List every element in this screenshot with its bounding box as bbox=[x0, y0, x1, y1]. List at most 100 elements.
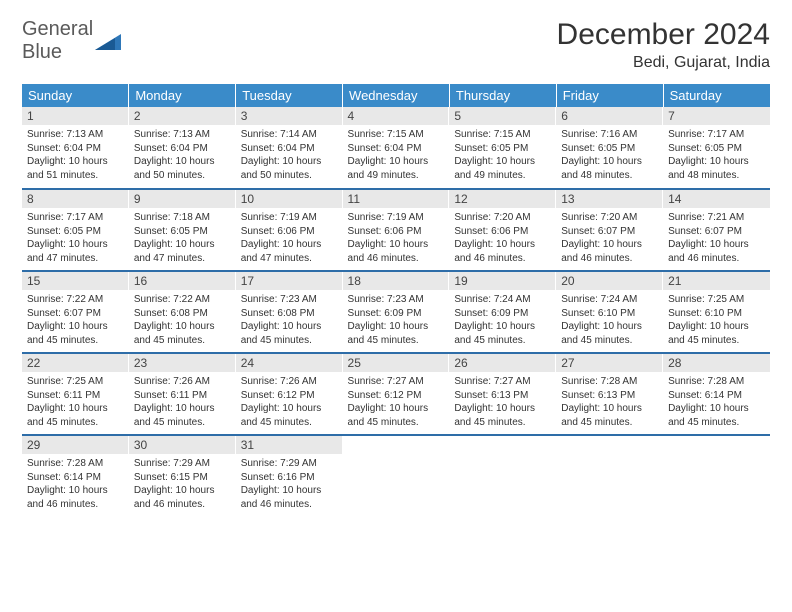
sunrise-line: Sunrise: 7:13 AM bbox=[27, 128, 124, 142]
day-number: 21 bbox=[663, 272, 770, 290]
calendar-row: 29Sunrise: 7:28 AMSunset: 6:14 PMDayligh… bbox=[22, 435, 770, 517]
sunrise-line: Sunrise: 7:18 AM bbox=[134, 211, 231, 225]
title-block: December 2024 Bedi, Gujarat, India bbox=[557, 18, 770, 72]
header: General Blue December 2024 Bedi, Gujarat… bbox=[22, 18, 770, 72]
sunset-line: Sunset: 6:05 PM bbox=[454, 142, 551, 156]
day-details: Sunrise: 7:24 AMSunset: 6:10 PMDaylight:… bbox=[556, 290, 663, 352]
sunset-line: Sunset: 6:07 PM bbox=[668, 225, 765, 239]
sunrise-line: Sunrise: 7:19 AM bbox=[348, 211, 445, 225]
day-details: Sunrise: 7:25 AMSunset: 6:10 PMDaylight:… bbox=[663, 290, 770, 352]
sunset-line: Sunset: 6:14 PM bbox=[668, 389, 765, 403]
sunset-line: Sunset: 6:08 PM bbox=[134, 307, 231, 321]
calendar-cell: 12Sunrise: 7:20 AMSunset: 6:06 PMDayligh… bbox=[449, 189, 556, 271]
calendar-cell bbox=[343, 435, 450, 517]
logo-word2: Blue bbox=[22, 41, 62, 63]
calendar-cell bbox=[556, 435, 663, 517]
day-details: Sunrise: 7:17 AMSunset: 6:05 PMDaylight:… bbox=[663, 125, 770, 187]
sunset-line: Sunset: 6:16 PM bbox=[241, 471, 338, 485]
sunset-line: Sunset: 6:10 PM bbox=[561, 307, 658, 321]
calendar-row: 8Sunrise: 7:17 AMSunset: 6:05 PMDaylight… bbox=[22, 189, 770, 271]
day-details: Sunrise: 7:27 AMSunset: 6:13 PMDaylight:… bbox=[449, 372, 556, 434]
sunrise-line: Sunrise: 7:15 AM bbox=[454, 128, 551, 142]
sunset-line: Sunset: 6:04 PM bbox=[134, 142, 231, 156]
day-details: Sunrise: 7:26 AMSunset: 6:11 PMDaylight:… bbox=[129, 372, 236, 434]
calendar-cell: 23Sunrise: 7:26 AMSunset: 6:11 PMDayligh… bbox=[129, 353, 236, 435]
sunrise-line: Sunrise: 7:25 AM bbox=[668, 293, 765, 307]
calendar-cell: 7Sunrise: 7:17 AMSunset: 6:05 PMDaylight… bbox=[663, 107, 770, 189]
sunrise-line: Sunrise: 7:23 AM bbox=[241, 293, 338, 307]
sunrise-line: Sunrise: 7:14 AM bbox=[241, 128, 338, 142]
logo-text: General Blue bbox=[22, 18, 93, 64]
day-details: Sunrise: 7:28 AMSunset: 6:14 PMDaylight:… bbox=[663, 372, 770, 434]
sunset-line: Sunset: 6:04 PM bbox=[348, 142, 445, 156]
daylight-line: Daylight: 10 hours and 45 minutes. bbox=[561, 320, 658, 347]
sunrise-line: Sunrise: 7:28 AM bbox=[668, 375, 765, 389]
calendar-cell: 15Sunrise: 7:22 AMSunset: 6:07 PMDayligh… bbox=[22, 271, 129, 353]
location: Bedi, Gujarat, India bbox=[557, 54, 770, 72]
day-details: Sunrise: 7:29 AMSunset: 6:15 PMDaylight:… bbox=[129, 454, 236, 516]
sunrise-line: Sunrise: 7:28 AM bbox=[27, 457, 124, 471]
calendar-cell: 27Sunrise: 7:28 AMSunset: 6:13 PMDayligh… bbox=[556, 353, 663, 435]
sunrise-line: Sunrise: 7:23 AM bbox=[348, 293, 445, 307]
calendar-cell bbox=[663, 435, 770, 517]
sunrise-line: Sunrise: 7:22 AM bbox=[134, 293, 231, 307]
day-number: 1 bbox=[22, 107, 129, 125]
weekday-header: Monday bbox=[129, 84, 236, 107]
sunset-line: Sunset: 6:11 PM bbox=[134, 389, 231, 403]
sunset-line: Sunset: 6:06 PM bbox=[454, 225, 551, 239]
calendar-cell: 19Sunrise: 7:24 AMSunset: 6:09 PMDayligh… bbox=[449, 271, 556, 353]
calendar-cell: 24Sunrise: 7:26 AMSunset: 6:12 PMDayligh… bbox=[236, 353, 343, 435]
sunset-line: Sunset: 6:05 PM bbox=[561, 142, 658, 156]
sunset-line: Sunset: 6:09 PM bbox=[348, 307, 445, 321]
calendar-cell: 8Sunrise: 7:17 AMSunset: 6:05 PMDaylight… bbox=[22, 189, 129, 271]
calendar-cell: 20Sunrise: 7:24 AMSunset: 6:10 PMDayligh… bbox=[556, 271, 663, 353]
daylight-line: Daylight: 10 hours and 47 minutes. bbox=[27, 238, 124, 265]
calendar-cell: 17Sunrise: 7:23 AMSunset: 6:08 PMDayligh… bbox=[236, 271, 343, 353]
day-details: Sunrise: 7:23 AMSunset: 6:09 PMDaylight:… bbox=[343, 290, 450, 352]
sunrise-line: Sunrise: 7:20 AM bbox=[561, 211, 658, 225]
day-number: 30 bbox=[129, 436, 236, 454]
day-number: 8 bbox=[22, 190, 129, 208]
calendar-cell: 13Sunrise: 7:20 AMSunset: 6:07 PMDayligh… bbox=[556, 189, 663, 271]
day-details: Sunrise: 7:21 AMSunset: 6:07 PMDaylight:… bbox=[663, 208, 770, 270]
sunset-line: Sunset: 6:05 PM bbox=[134, 225, 231, 239]
daylight-line: Daylight: 10 hours and 45 minutes. bbox=[561, 402, 658, 429]
day-details: Sunrise: 7:16 AMSunset: 6:05 PMDaylight:… bbox=[556, 125, 663, 187]
calendar-cell: 6Sunrise: 7:16 AMSunset: 6:05 PMDaylight… bbox=[556, 107, 663, 189]
sunrise-line: Sunrise: 7:13 AM bbox=[134, 128, 231, 142]
day-details: Sunrise: 7:17 AMSunset: 6:05 PMDaylight:… bbox=[22, 208, 129, 270]
day-number: 25 bbox=[343, 354, 450, 372]
day-number: 5 bbox=[449, 107, 556, 125]
day-number: 7 bbox=[663, 107, 770, 125]
sunset-line: Sunset: 6:04 PM bbox=[241, 142, 338, 156]
daylight-line: Daylight: 10 hours and 46 minutes. bbox=[561, 238, 658, 265]
calendar-cell: 4Sunrise: 7:15 AMSunset: 6:04 PMDaylight… bbox=[343, 107, 450, 189]
calendar-cell: 31Sunrise: 7:29 AMSunset: 6:16 PMDayligh… bbox=[236, 435, 343, 517]
weekday-header: Thursday bbox=[449, 84, 556, 107]
daylight-line: Daylight: 10 hours and 45 minutes. bbox=[27, 402, 124, 429]
sunrise-line: Sunrise: 7:29 AM bbox=[241, 457, 338, 471]
daylight-line: Daylight: 10 hours and 45 minutes. bbox=[454, 320, 551, 347]
day-details: Sunrise: 7:26 AMSunset: 6:12 PMDaylight:… bbox=[236, 372, 343, 434]
logo-word1: General bbox=[22, 18, 93, 40]
sunset-line: Sunset: 6:13 PM bbox=[454, 389, 551, 403]
sunrise-line: Sunrise: 7:20 AM bbox=[454, 211, 551, 225]
daylight-line: Daylight: 10 hours and 47 minutes. bbox=[241, 238, 338, 265]
calendar-row: 22Sunrise: 7:25 AMSunset: 6:11 PMDayligh… bbox=[22, 353, 770, 435]
day-number: 20 bbox=[556, 272, 663, 290]
daylight-line: Daylight: 10 hours and 46 minutes. bbox=[454, 238, 551, 265]
calendar-cell bbox=[449, 435, 556, 517]
daylight-line: Daylight: 10 hours and 45 minutes. bbox=[348, 402, 445, 429]
calendar-cell: 25Sunrise: 7:27 AMSunset: 6:12 PMDayligh… bbox=[343, 353, 450, 435]
sunset-line: Sunset: 6:06 PM bbox=[241, 225, 338, 239]
calendar-cell: 22Sunrise: 7:25 AMSunset: 6:11 PMDayligh… bbox=[22, 353, 129, 435]
day-number: 23 bbox=[129, 354, 236, 372]
calendar-cell: 16Sunrise: 7:22 AMSunset: 6:08 PMDayligh… bbox=[129, 271, 236, 353]
calendar-cell: 3Sunrise: 7:14 AMSunset: 6:04 PMDaylight… bbox=[236, 107, 343, 189]
daylight-line: Daylight: 10 hours and 50 minutes. bbox=[241, 155, 338, 182]
calendar-cell: 5 Sunrise: 7:15 AMSunset: 6:05 PMDaylight… bbox=[449, 107, 556, 189]
calendar-cell: 1Sunrise: 7:13 AMSunset: 6:04 PMDaylight… bbox=[22, 107, 129, 189]
daylight-line: Daylight: 10 hours and 51 minutes. bbox=[27, 155, 124, 182]
day-number: 15 bbox=[22, 272, 129, 290]
daylight-line: Daylight: 10 hours and 49 minutes. bbox=[454, 155, 551, 182]
